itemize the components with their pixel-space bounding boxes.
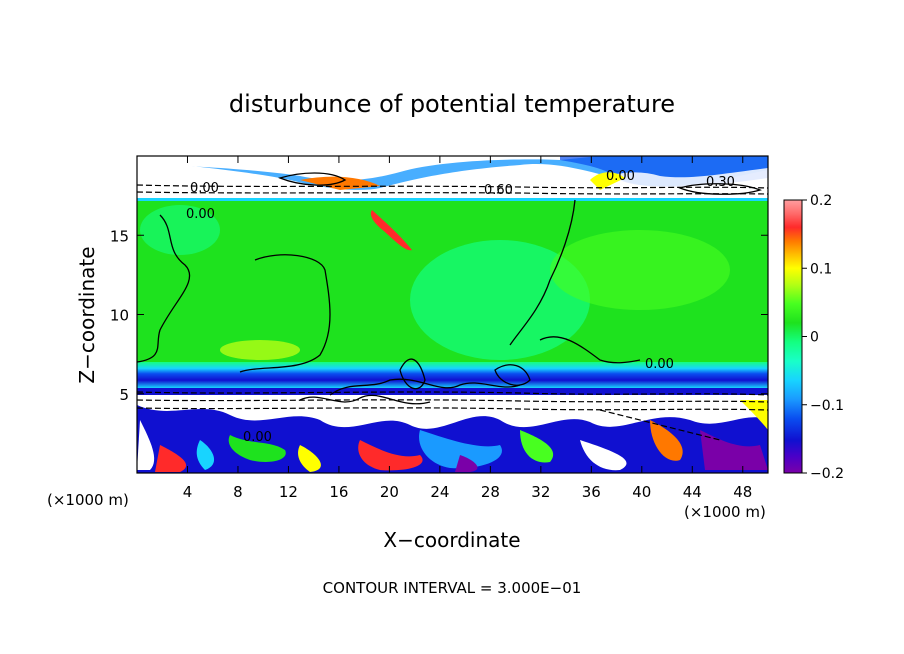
x-tick-label: 32	[531, 483, 550, 501]
y-tick-label: 5	[119, 386, 129, 404]
y-tick-label: 15	[110, 227, 129, 245]
y-tick-label: 10	[110, 307, 129, 325]
colorbar-tick-label: 0.2	[810, 193, 832, 209]
contour-label: 0.00	[645, 357, 674, 372]
x-tick-label: 48	[733, 483, 752, 501]
x-tick-label: 44	[683, 483, 702, 501]
x-tick-label: 40	[632, 483, 651, 501]
colorbar-tick-label: 0.1	[810, 261, 832, 277]
colorbar-tick-label: −0.2	[810, 466, 844, 482]
x-axis: 4 8 12 16 20 24 28 32 36 40 44 48	[183, 156, 752, 501]
y-axis-label: Z−coordinate	[75, 246, 99, 383]
x-tick-label: 16	[329, 483, 348, 501]
chart-title: disturbunce of potential temperature	[229, 90, 675, 118]
contour-label: 0.60	[484, 183, 513, 198]
x-tick-label: 28	[481, 483, 500, 501]
contour-label: 0.00	[606, 169, 635, 184]
colorbar-tick-label: −0.1	[810, 398, 844, 414]
colorbar: 0.2 0.1 0 −0.1 −0.2	[783, 193, 844, 482]
x-unit-left: (×1000 m)	[47, 491, 129, 509]
x-tick-label: 24	[430, 483, 449, 501]
x-tick-label: 8	[233, 483, 243, 501]
contour-label: 0.00	[186, 207, 215, 222]
x-tick-label: 12	[279, 483, 298, 501]
x-tick-label: 4	[183, 483, 193, 501]
x-tick-label: 20	[380, 483, 399, 501]
dashed-contours	[137, 184, 768, 441]
contour-label: 0.30	[706, 175, 735, 190]
contour-label: 0.00	[190, 181, 219, 196]
contour-label: 0.00	[243, 430, 272, 445]
y-axis: 5 10 15	[110, 227, 768, 404]
x-unit-right: (×1000 m)	[684, 503, 766, 521]
heatmap-field: 0.00 0.00 0.60 0.00 0.30 0.00 0.00	[137, 156, 768, 473]
contour-interval: CONTOUR INTERVAL = 3.000E−01	[323, 579, 582, 597]
contour-label-group: 0.00 0.00 0.60 0.00 0.30 0.00 0.00	[186, 169, 735, 445]
x-tick-label: 36	[582, 483, 601, 501]
contour-lines	[137, 172, 762, 405]
colorbar-tick-label: 0	[810, 330, 819, 346]
x-axis-label: X−coordinate	[383, 528, 520, 552]
